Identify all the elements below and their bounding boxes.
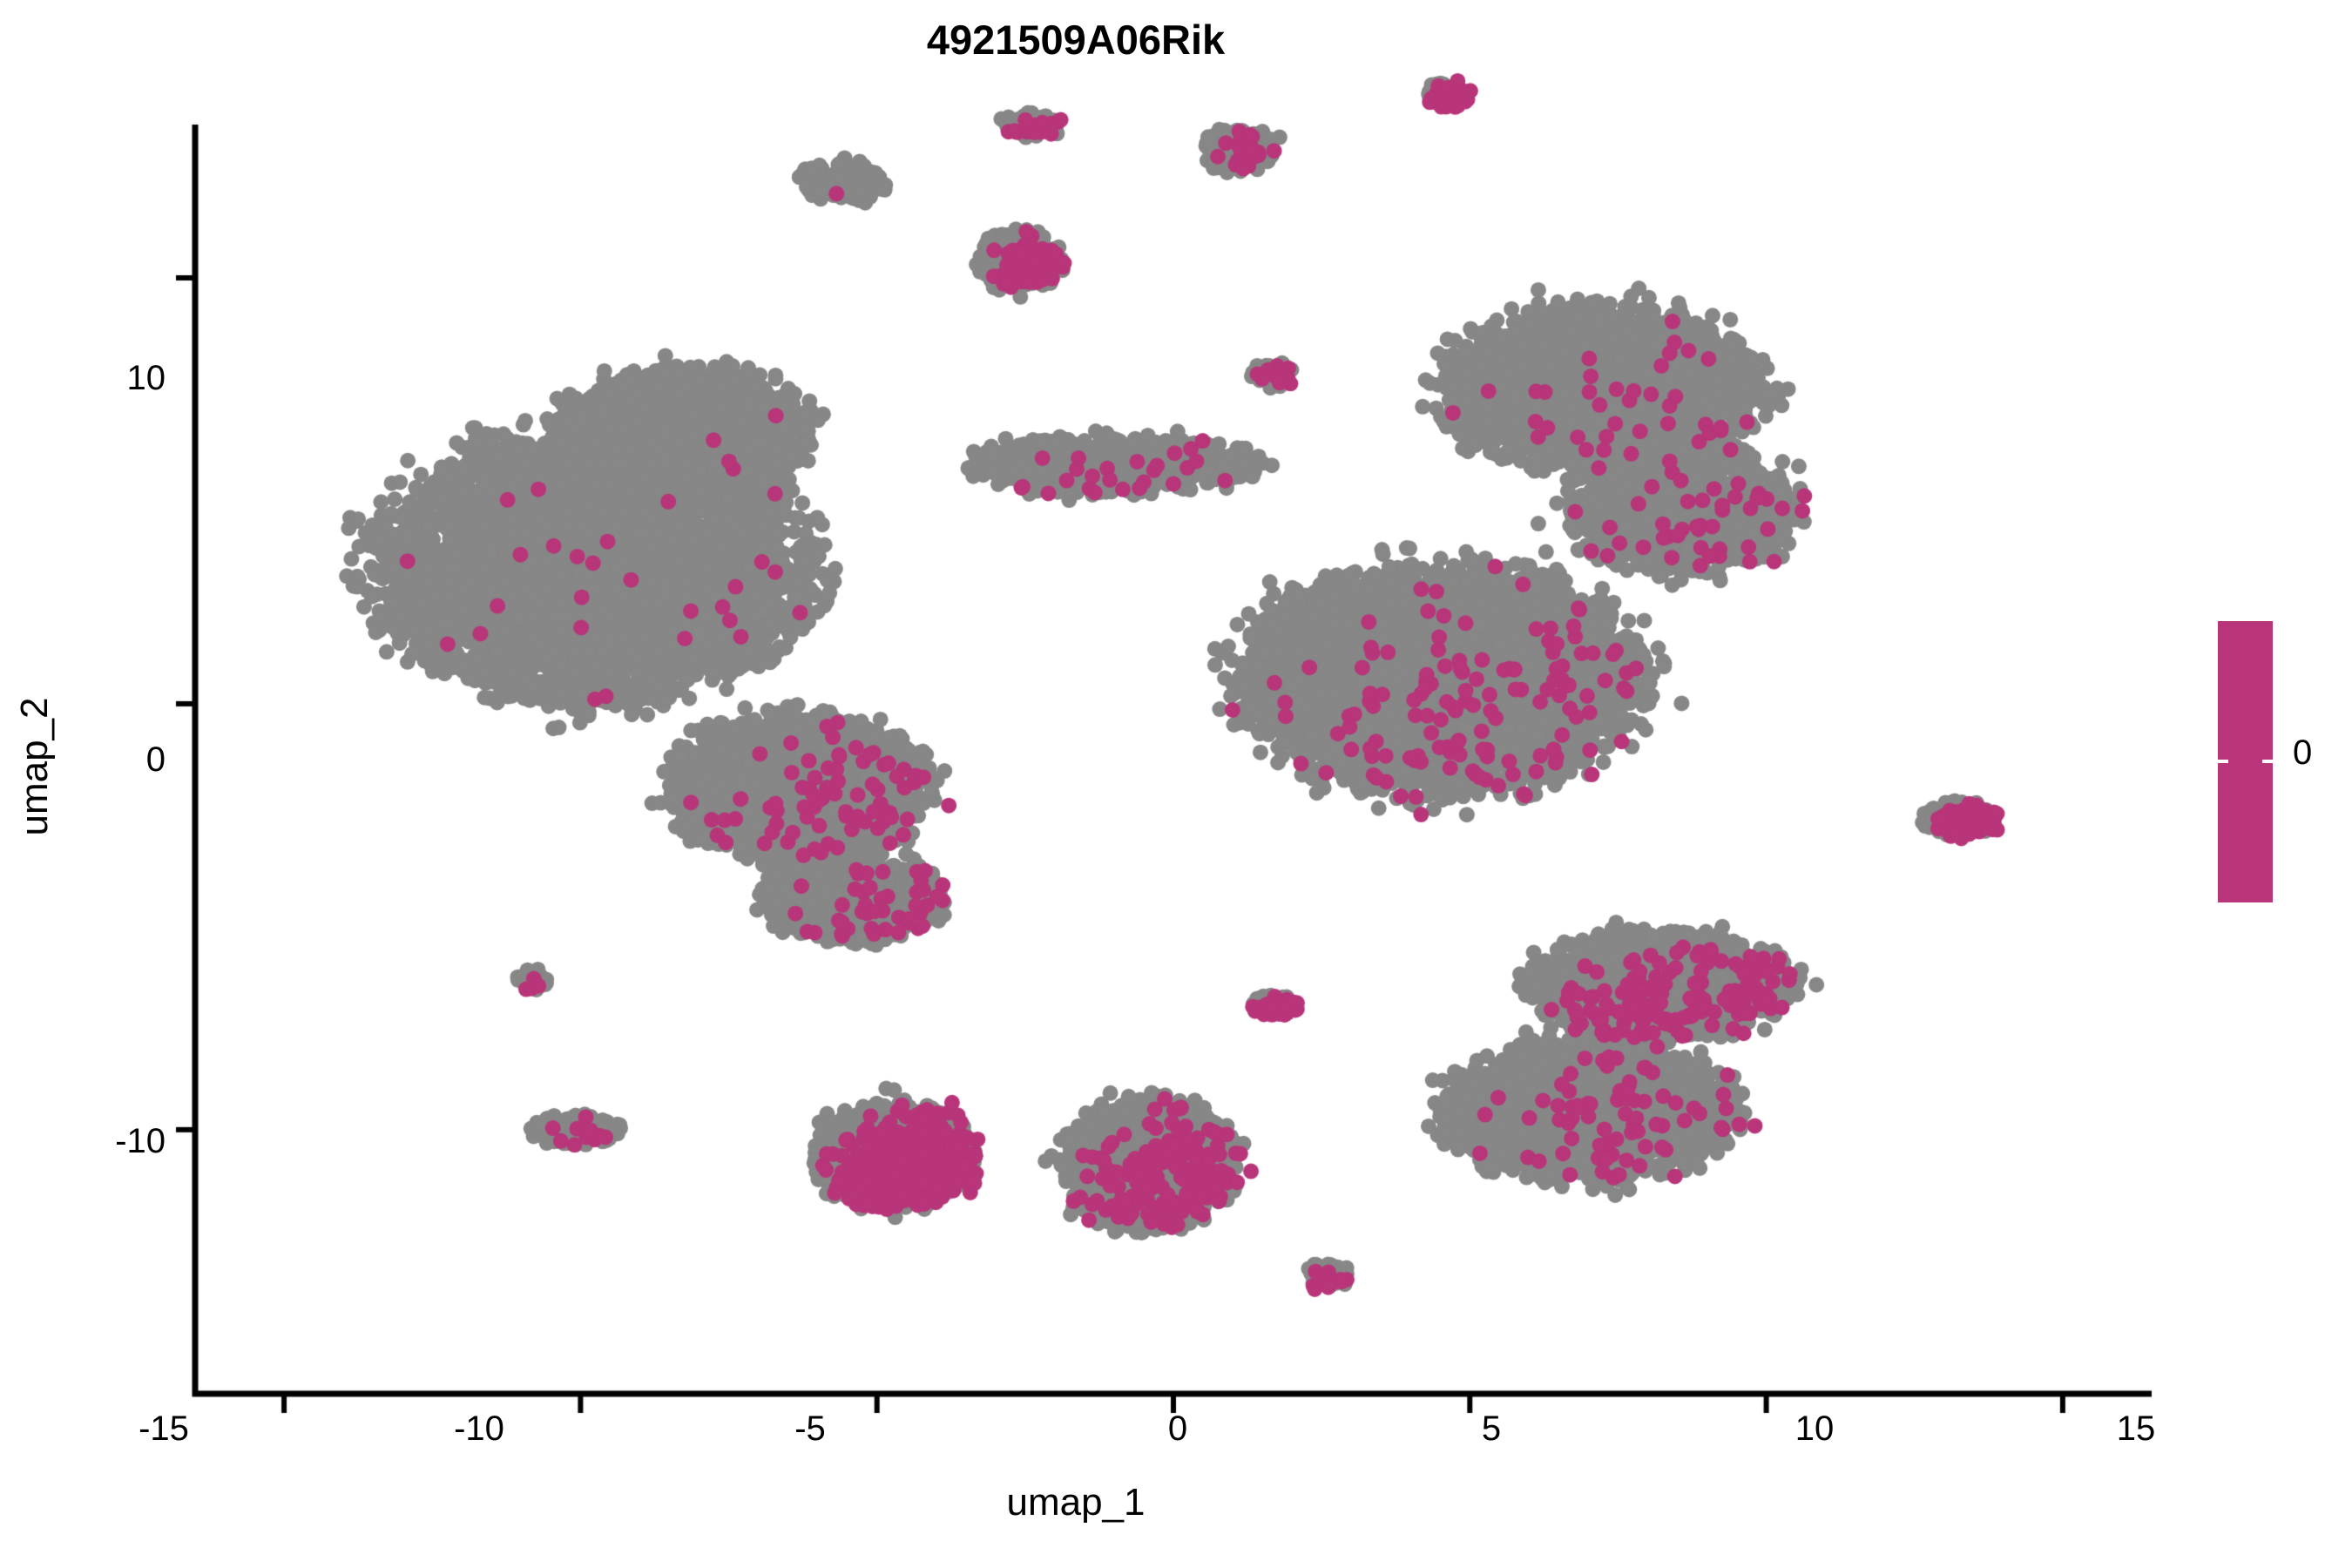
xtick-label-0: -15 [139, 1409, 189, 1448]
xtick-label-3: 0 [1167, 1409, 1188, 1448]
ytick-label-2: -10 [115, 1122, 166, 1160]
colorbar-legend [2218, 621, 2273, 902]
colorbar-tick-left [2218, 760, 2228, 763]
colorbar-tick-label: 0 [2293, 733, 2313, 772]
xtick-label-2: -5 [794, 1409, 826, 1448]
y-axis-title: umap_2 [13, 697, 56, 836]
xtick-label-6: 15 [2116, 1409, 2156, 1448]
xtick-label-4: 5 [1481, 1409, 1502, 1448]
ytick-label-0: 10 [126, 359, 166, 397]
ytick-label-1: 0 [145, 740, 166, 779]
xtick-label-5: 10 [1794, 1409, 1835, 1448]
xtick-label-1: -10 [454, 1409, 504, 1448]
x-axis-title: umap_1 [1006, 1481, 1146, 1524]
colorbar-tick-right [2262, 760, 2273, 763]
